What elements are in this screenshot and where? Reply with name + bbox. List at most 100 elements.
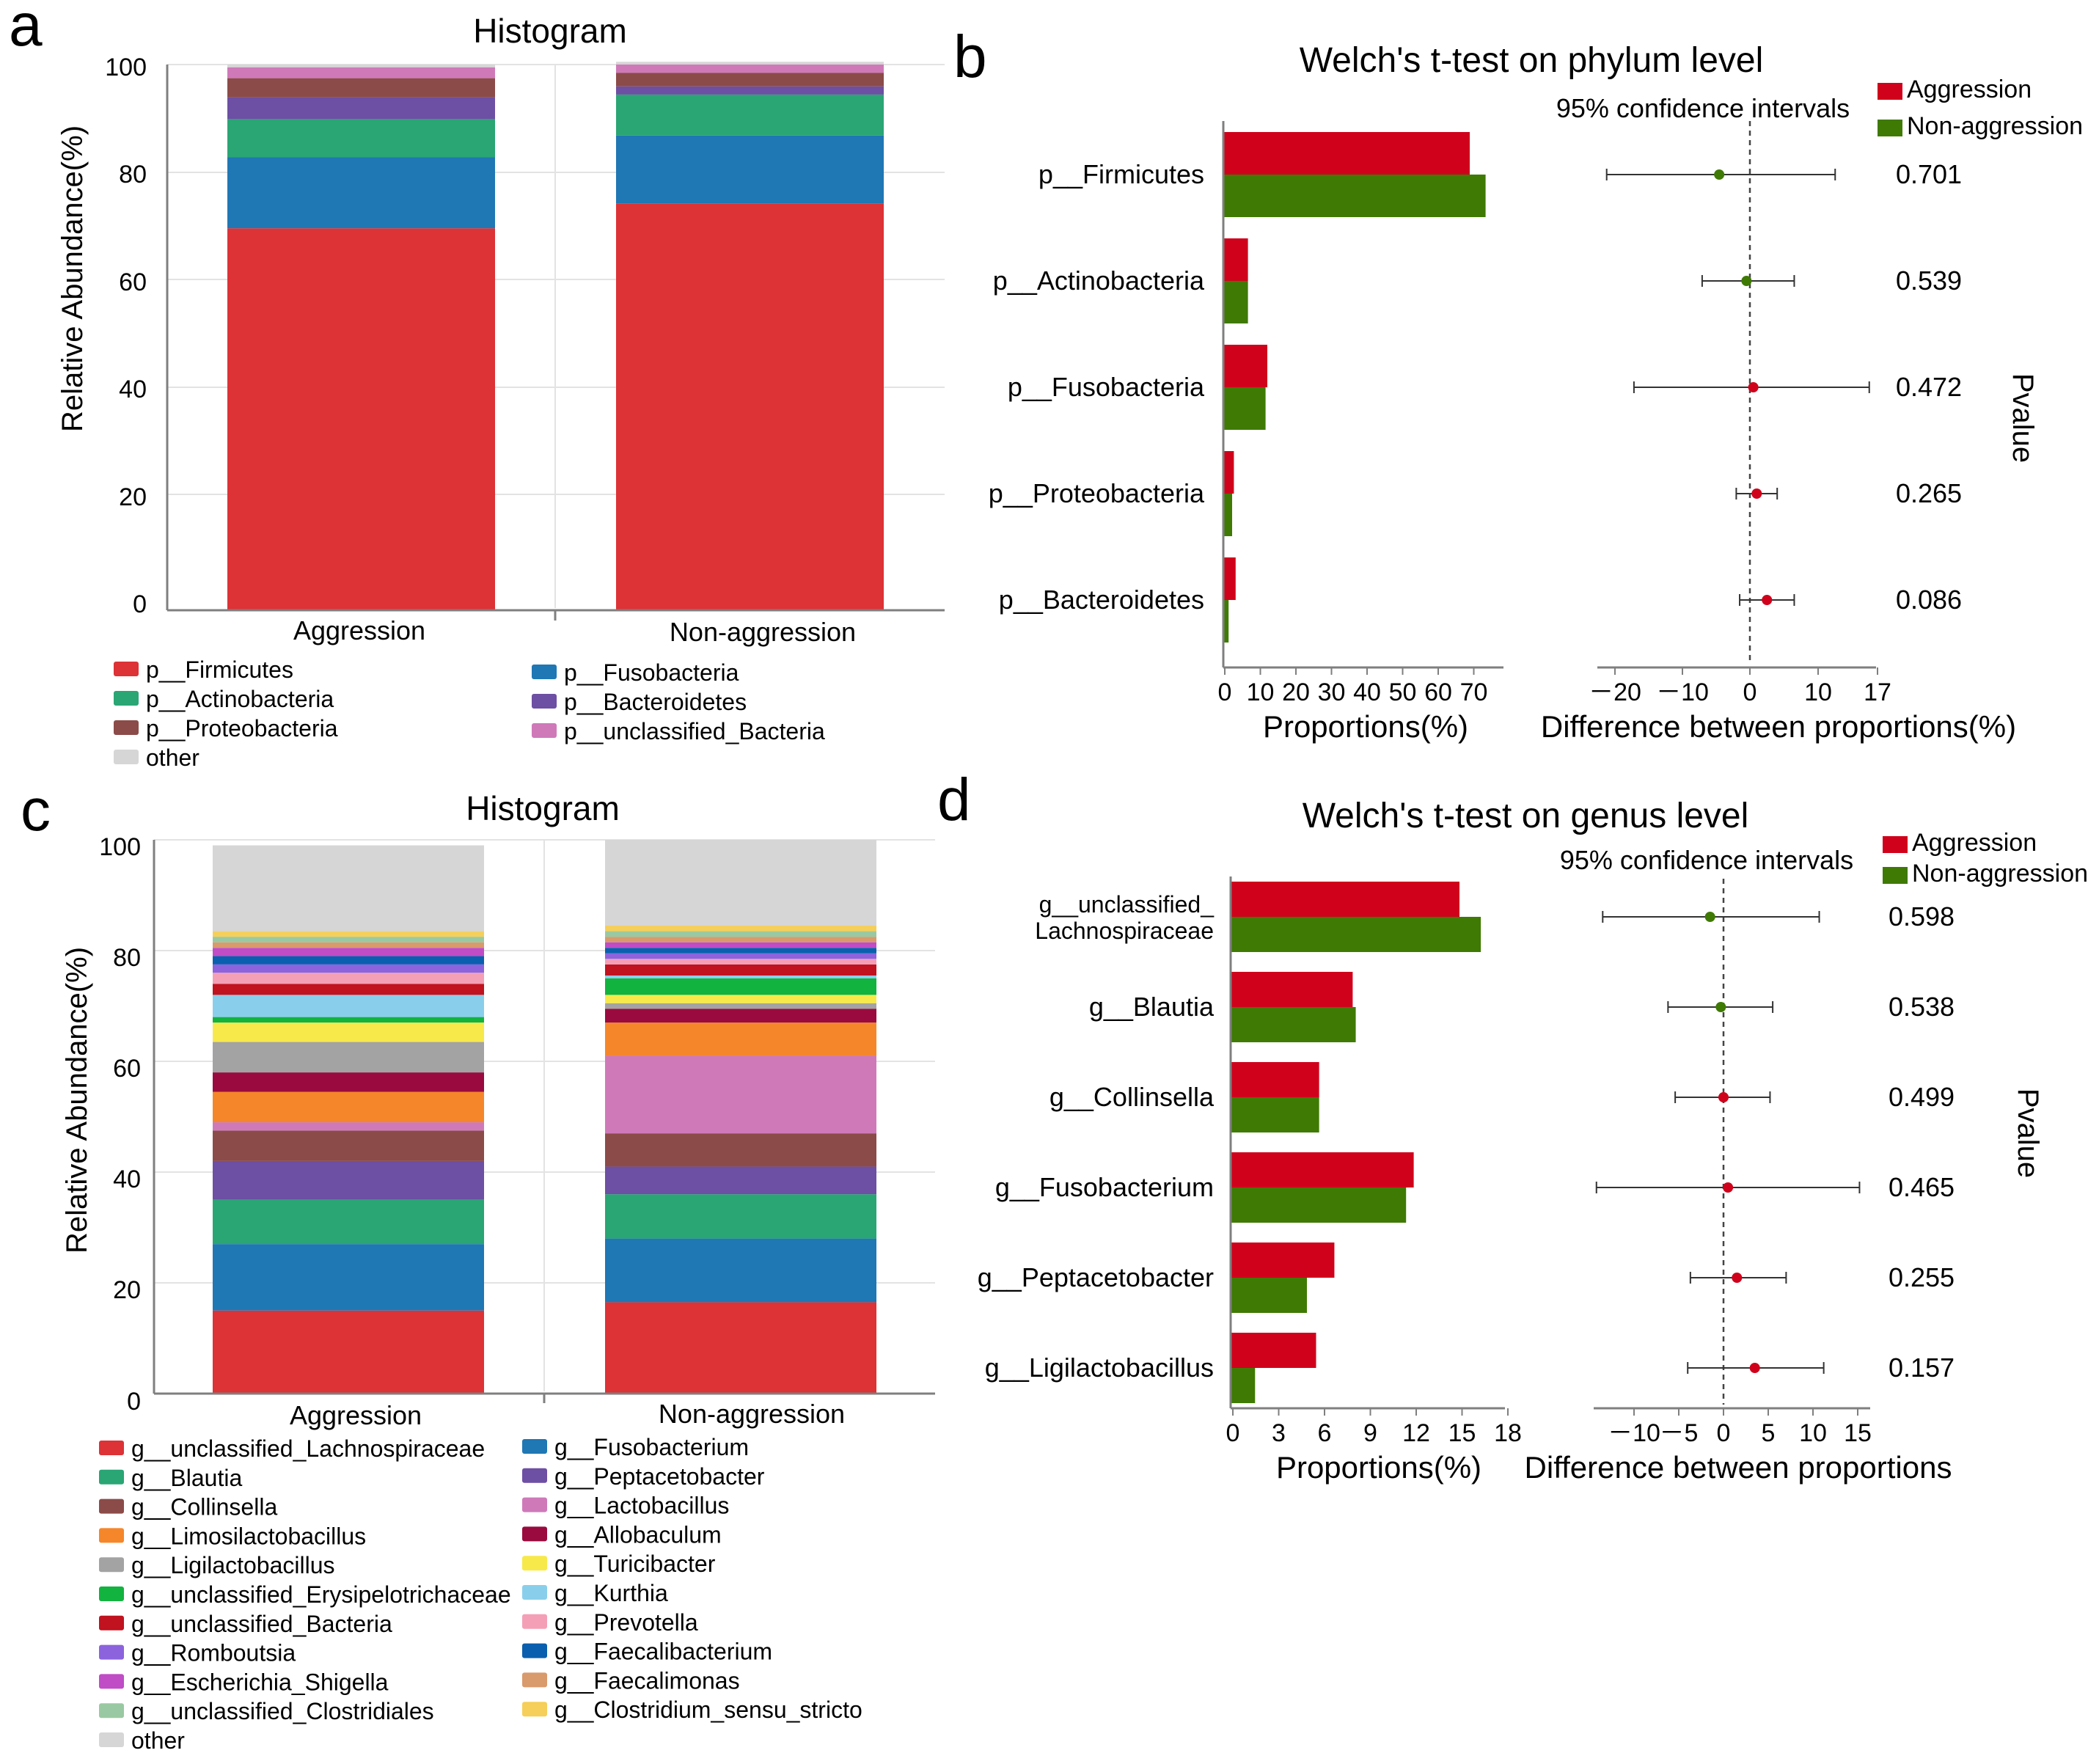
- stack-segment-g-kurthia: [213, 995, 484, 1017]
- stack-segment-p-unclassified-bacteria: [227, 67, 495, 78]
- diff-tick-label: 15: [1844, 1419, 1872, 1447]
- stack-segment-p-bacteroidetes: [227, 97, 495, 120]
- bar-aggression: [1231, 1333, 1316, 1368]
- legend-label: g__Lactobacillus: [554, 1493, 729, 1519]
- diff-tick-label: 0: [1717, 1419, 1731, 1447]
- stack-segment-p-actinobacteria: [227, 119, 495, 158]
- panel-b-pvalue-label: Pvalue: [2007, 373, 2039, 463]
- stack-segment-g-collinsella: [213, 1130, 484, 1161]
- legend-label: g__Limosilactobacillus: [131, 1523, 366, 1549]
- bar-non-aggression: [1231, 917, 1481, 952]
- bar-aggression: [1223, 451, 1234, 494]
- panel-b-label: b: [953, 23, 987, 90]
- panel-c-bars: [213, 840, 876, 1394]
- category-label: p__Firmicutes: [1038, 159, 1204, 189]
- panel-a-ytick: 40: [119, 376, 147, 403]
- panel-a-ytick: 60: [119, 268, 147, 296]
- bar-aggression: [1223, 345, 1267, 387]
- stack-segment-g-faecalibacterium: [213, 956, 484, 965]
- panel-c-label: c: [21, 777, 51, 843]
- panel-a-title: Histogram: [473, 12, 627, 50]
- stack-segment-p-proteobacteria: [616, 73, 884, 87]
- stack-segment-g-blautia: [213, 1199, 484, 1245]
- panel-b-title: Welch's t-test on phylum level: [1300, 41, 1764, 80]
- legend-label: g__Allobaculum: [554, 1521, 722, 1548]
- x-tick-label: 3: [1272, 1419, 1286, 1447]
- stack-segment-g-turicibacter: [213, 1022, 484, 1042]
- x-tick-label: 12: [1402, 1419, 1430, 1447]
- stack-segment-g-clostridium-sensu-stricto: [213, 931, 484, 937]
- stack-segment-g-fusobacterium: [605, 1238, 876, 1303]
- stack-segment-g-unclassified-clostridiales: [605, 931, 876, 937]
- legend-swatch-g-ligilactobacillus: [99, 1557, 124, 1573]
- bar-non-aggression: [1223, 281, 1248, 323]
- legend-label: other: [146, 744, 199, 771]
- panel-b: b Welch's t-test on phylum level 95% con…: [953, 23, 2083, 744]
- panel-c-ytick: 80: [113, 944, 141, 972]
- diff-tick-label: 0: [1743, 678, 1757, 706]
- panel-c: c Histogram Relative Abundance(%) 0 20 4…: [21, 777, 935, 1754]
- legend-label: p__Firmicutes: [146, 656, 293, 683]
- stack-segment-g-unclassified-clostridiales: [213, 937, 484, 943]
- legend-swatch-aggression: [1878, 83, 1902, 100]
- stack-segment-p-unclassified-bacteria: [616, 65, 884, 73]
- panel-c-xtick-non-aggression: Non-aggression: [659, 1399, 845, 1429]
- stack-segment-g-kurthia: [605, 975, 876, 978]
- legend-label: g__Collinsella: [131, 1494, 277, 1520]
- bar-non-aggression: [1223, 494, 1232, 536]
- pvalue-label: 0.086: [1896, 585, 1962, 615]
- diff-tick-label: －20: [1589, 678, 1641, 706]
- legend-label: g__unclassified_Bacteria: [131, 1611, 392, 1637]
- bar-aggression: [1231, 882, 1459, 917]
- category-label: g__Collinsella: [1050, 1082, 1215, 1112]
- pvalue-label: 0.465: [1889, 1172, 1955, 1202]
- stack-segment-g-fusobacterium: [213, 1244, 484, 1311]
- panel-a-legend: p__Firmicutes p__Fusobacteria p__Actinobac…: [114, 656, 825, 771]
- legend-swatch-g-romboutsia: [99, 1644, 124, 1660]
- panel-c-ytick: 0: [127, 1388, 141, 1416]
- panel-d-confidence-intervals: [1595, 911, 1861, 1374]
- stack-segment-p-firmicutes: [227, 228, 495, 610]
- stack-segment-g-faecalimonas: [213, 942, 484, 948]
- bar-non-aggression: [1223, 175, 1486, 217]
- stack-segment-g-romboutsia: [605, 953, 876, 959]
- panel-a-label: a: [9, 0, 43, 59]
- ci-point: [1714, 169, 1725, 180]
- panel-a-ytick: 100: [105, 54, 147, 81]
- stack-segment-g-collinsella: [605, 1133, 876, 1167]
- panel-a-axes: [166, 65, 945, 621]
- legend-label: g__Turicibacter: [554, 1551, 716, 1577]
- legend-swatch-g-prevotella: [522, 1614, 547, 1629]
- category-label: g__Ligilactobacillus: [985, 1353, 1214, 1383]
- legend-swatch-p-proteobacteria: [114, 720, 139, 735]
- legend-swatch-g-turicibacter: [522, 1556, 547, 1571]
- legend-swatch-g-clostridium-sensu-stricto: [522, 1702, 547, 1717]
- legend-label: g__Peptacetobacter: [554, 1463, 765, 1490]
- bar-aggression: [1223, 238, 1248, 281]
- legend-swatch-p-firmicutes: [114, 662, 139, 676]
- stack-segment-g-unclassified-lachnospiraceae: [213, 1310, 484, 1394]
- panel-c-title: Histogram: [466, 789, 620, 827]
- panel-d-label: d: [937, 766, 971, 833]
- stack-segment-g-peptacetobacter: [605, 1166, 876, 1195]
- category-label: p__Actinobacteria: [993, 266, 1205, 296]
- legend-label: g__Faecalimonas: [554, 1667, 740, 1694]
- legend-swatch-g-limosilactobacillus: [99, 1528, 124, 1543]
- panel-d-diff-xlabel: Difference between proportions: [1525, 1450, 1952, 1485]
- panel-b-ci-label: 95% confidence intervals: [1556, 93, 1850, 123]
- legend-label: g__Prevotella: [554, 1609, 698, 1636]
- pvalue-label: 0.598: [1889, 901, 1955, 932]
- stack-segment-g-unclassified-bacteria: [605, 964, 876, 976]
- bar-aggression: [1231, 1243, 1335, 1278]
- panel-d-ci-label: 95% confidence intervals: [1560, 845, 1853, 875]
- pvalue-label: 0.157: [1889, 1353, 1955, 1383]
- stack-segment-g-prevotella: [605, 959, 876, 965]
- bar-non-aggression: [1223, 600, 1229, 643]
- panel-c-xtick-aggression: Aggression: [290, 1400, 422, 1430]
- diff-tick-label: －5: [1660, 1419, 1699, 1447]
- legend-swatch-g-blautia: [99, 1469, 124, 1485]
- panel-d-labels: g__unclassified_Lachnospiraceae 0.598 g__B…: [978, 891, 1955, 1447]
- legend-swatch-g-unclassified-clostridiales: [99, 1703, 124, 1719]
- panel-d-axes: [1229, 876, 1870, 1410]
